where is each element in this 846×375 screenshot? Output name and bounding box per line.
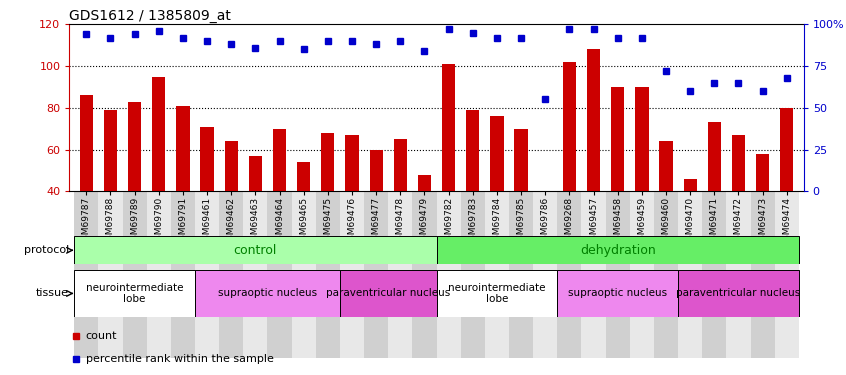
Bar	[104, 110, 117, 191]
Bar	[267, 191, 292, 358]
Bar	[273, 129, 286, 191]
Bar	[509, 191, 533, 358]
Bar	[244, 191, 267, 358]
Text: count: count	[85, 331, 117, 341]
Text: neurointermediate
lobe: neurointermediate lobe	[85, 283, 184, 304]
Text: paraventricular nucleus: paraventricular nucleus	[676, 288, 800, 298]
Bar	[195, 270, 340, 317]
Bar	[74, 191, 98, 358]
Bar	[727, 191, 750, 358]
Bar	[321, 133, 334, 191]
Bar	[775, 191, 799, 358]
Bar	[201, 127, 214, 191]
Bar	[461, 191, 485, 358]
Bar	[74, 270, 195, 317]
Bar	[316, 191, 340, 358]
Bar	[702, 191, 727, 358]
Text: GDS1612 / 1385809_at: GDS1612 / 1385809_at	[69, 9, 231, 23]
Bar	[370, 150, 382, 191]
Bar	[466, 110, 480, 191]
Bar	[152, 76, 165, 191]
Text: supraoptic nucleus: supraoptic nucleus	[218, 288, 317, 298]
Bar	[514, 129, 528, 191]
Bar	[292, 191, 316, 358]
Bar	[171, 191, 195, 358]
Bar	[678, 270, 799, 317]
Bar	[437, 191, 461, 358]
Bar	[780, 108, 794, 191]
Bar	[418, 175, 431, 191]
Bar	[442, 64, 455, 191]
Bar	[437, 236, 799, 264]
Bar	[581, 191, 606, 358]
Bar	[485, 191, 509, 358]
Text: paraventricular nucleus: paraventricular nucleus	[326, 288, 450, 298]
Bar	[611, 87, 624, 191]
Bar	[606, 191, 629, 358]
Text: dehydration: dehydration	[580, 244, 656, 257]
Bar	[388, 191, 412, 358]
Bar	[563, 62, 576, 191]
Bar	[74, 236, 437, 264]
Bar	[708, 122, 721, 191]
Bar	[635, 87, 649, 191]
Bar	[340, 191, 364, 358]
Bar	[659, 141, 673, 191]
Bar	[558, 191, 581, 358]
Text: tissue: tissue	[36, 288, 69, 298]
Bar	[756, 154, 769, 191]
Bar	[678, 191, 702, 358]
Bar	[629, 191, 654, 358]
Bar	[412, 191, 437, 358]
Bar	[224, 141, 238, 191]
Bar	[393, 139, 407, 191]
Bar	[654, 191, 678, 358]
Bar	[587, 50, 600, 191]
Bar	[297, 162, 310, 191]
Bar	[533, 191, 558, 358]
Bar	[176, 106, 190, 191]
Bar	[195, 191, 219, 358]
Bar	[539, 191, 552, 195]
Bar	[345, 135, 359, 191]
Bar	[249, 156, 262, 191]
Bar	[219, 191, 244, 358]
Text: supraoptic nucleus: supraoptic nucleus	[569, 288, 667, 298]
Text: protocol: protocol	[24, 245, 69, 255]
Bar	[732, 135, 745, 191]
Bar	[146, 191, 171, 358]
Bar	[80, 95, 93, 191]
Bar	[437, 270, 558, 317]
Bar	[123, 191, 146, 358]
Text: neurointermediate
lobe: neurointermediate lobe	[448, 283, 546, 304]
Text: control: control	[233, 244, 277, 257]
Bar	[98, 191, 123, 358]
Bar	[558, 270, 678, 317]
Bar	[364, 191, 388, 358]
Bar	[128, 102, 141, 191]
Text: percentile rank within the sample: percentile rank within the sample	[85, 354, 273, 364]
Bar	[750, 191, 775, 358]
Bar	[684, 179, 697, 191]
Bar	[340, 270, 437, 317]
Bar	[491, 116, 503, 191]
